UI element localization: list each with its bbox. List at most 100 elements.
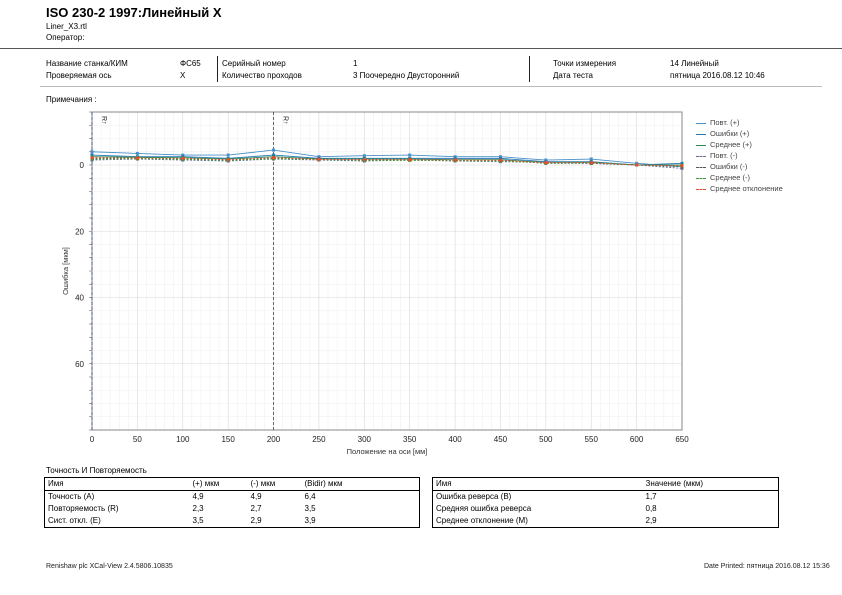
table1-title: Точность И Повторяемость xyxy=(46,466,147,475)
series-point xyxy=(226,153,230,157)
legend-swatch xyxy=(696,177,706,179)
series-point xyxy=(589,161,593,165)
series-point xyxy=(498,158,502,162)
legend-label: Среднее отклонение xyxy=(710,184,783,193)
notes-label: Примечания : xyxy=(46,95,97,104)
table-cell: Повторяемость (R) xyxy=(48,504,119,513)
chart-series xyxy=(90,148,684,170)
x-tick-label: 150 xyxy=(221,435,235,444)
series-point xyxy=(589,157,593,161)
serial-value: 1 xyxy=(353,59,358,68)
y-tick-label: 0 xyxy=(80,161,85,170)
table-header-cell: Имя xyxy=(432,477,643,491)
table-cell: 4,9 xyxy=(250,492,262,501)
runs-value: 3 Поочередно Двусторонний xyxy=(353,71,460,80)
y-tick-label: 20 xyxy=(75,227,84,236)
series-point xyxy=(181,153,185,157)
table-header-cell: Имя xyxy=(44,477,190,491)
series-point xyxy=(272,156,276,160)
table-header-cell: Значение (мкм) xyxy=(642,477,779,491)
legend-item: Повт. (+) xyxy=(696,118,740,127)
legend-swatch xyxy=(696,122,706,124)
points-value: 14 Линейный xyxy=(670,59,719,68)
legend-swatch xyxy=(696,188,706,190)
series-line xyxy=(91,157,683,167)
table-row: Ошибка реверса (B) 1,7 xyxy=(433,491,779,504)
table-cell: 3,5 xyxy=(192,516,204,525)
table-header-cell: (Bidir) мкм xyxy=(301,477,420,491)
footer-software: Renishaw plc XCal-View 2.4.5806.10835 xyxy=(46,563,173,570)
series-point xyxy=(90,150,94,154)
chart-markers: R↑ R↑ xyxy=(91,112,289,430)
y-axis-label: Ошибка [мкм] xyxy=(61,247,70,295)
legend-label: Ошибки (+) xyxy=(710,129,750,138)
table-cell: 1,7 xyxy=(645,492,657,501)
table-cell: 2,7 xyxy=(250,504,262,513)
date-value: пятница 2016.08.12 10:46 xyxy=(670,71,765,80)
info-divider xyxy=(40,86,822,87)
table-header-row: Имя Значение (мкм) xyxy=(432,477,779,491)
footer-date-printed: Date Printed: пятница 2016.08.12 15:36 xyxy=(704,563,830,570)
table-row: Среднее отклонение (M) 2,9 xyxy=(433,515,779,528)
x-tick-label: 50 xyxy=(133,435,142,444)
series-point xyxy=(90,153,94,157)
table-row: Точность (A) 4,9 4,9 6,4 xyxy=(45,491,420,504)
info-separator-1 xyxy=(217,56,218,82)
series-point xyxy=(362,154,366,158)
file-name: Liner_X3.rtl xyxy=(46,22,87,31)
x-tick-label: 450 xyxy=(494,435,508,444)
series-point xyxy=(544,161,548,165)
series-point xyxy=(317,155,321,159)
x-tick-label: 100 xyxy=(176,435,190,444)
table-row: Средняя ошибка реверса 0,8 xyxy=(433,503,779,515)
table-cell: 3,9 xyxy=(304,516,316,525)
series-point xyxy=(680,166,684,170)
x-tick-label: 500 xyxy=(539,435,553,444)
legend-label: Среднее (+) xyxy=(710,140,752,149)
table-cell: 2,3 xyxy=(192,504,204,513)
series-point xyxy=(498,155,502,159)
table-row: Сист. откл. (E) 3,5 2,9 3,9 xyxy=(45,515,420,528)
series-point xyxy=(680,161,684,165)
date-label: Дата теста xyxy=(553,71,593,80)
reference-marker-label: R↑ xyxy=(282,116,289,125)
table-cell: 2,9 xyxy=(645,516,657,525)
serial-label: Серийный номер xyxy=(222,59,286,68)
series-point xyxy=(135,156,139,160)
series-point xyxy=(135,151,139,155)
series-point xyxy=(272,153,276,157)
table-header-row: Имя (+) мкм (-) мкм (Bidir) мкм xyxy=(44,477,420,491)
error-chart: R↑ R↑ 0 50 100 150 200 250 300 350 400 450 500 550 60… xyxy=(61,111,689,456)
y-tick-labels: 0 20 40 60 xyxy=(75,161,84,369)
machine-value: ФС65 xyxy=(180,59,201,68)
legend-item: Повт. (-) xyxy=(696,151,738,160)
legend-swatch xyxy=(696,155,706,157)
plot-area-border xyxy=(91,111,683,431)
operator-label: Оператор: xyxy=(46,33,85,42)
series-point xyxy=(181,156,185,160)
reversal-table: Имя Значение (мкм) Ошибка реверса (B) 1,7 Ср… xyxy=(432,477,779,528)
legend-swatch xyxy=(696,133,706,135)
table-cell: Ошибка реверса (B) xyxy=(436,492,512,501)
x-tick-label: 550 xyxy=(585,435,599,444)
series-point xyxy=(90,156,94,160)
table-cell: 3,5 xyxy=(304,504,316,513)
y-tick-label: 40 xyxy=(75,294,84,303)
table-cell: 4,9 xyxy=(192,492,204,501)
runs-label: Количество проходов xyxy=(222,71,302,80)
series-point xyxy=(226,158,230,162)
legend-item: Среднее (-) xyxy=(696,173,750,182)
x-tick-label: 350 xyxy=(403,435,417,444)
legend-item: Ошибки (-) xyxy=(696,162,747,171)
legend-item: Среднее (+) xyxy=(696,140,752,149)
table-cell: Точность (A) xyxy=(48,492,95,501)
machine-label: Название станка/КИМ xyxy=(46,59,128,68)
points-label: Точки измерения xyxy=(553,59,617,68)
legend-swatch xyxy=(696,166,706,168)
report-title: ISO 230-2 1997:Линейный X xyxy=(46,5,222,20)
series-point xyxy=(362,158,366,162)
table-cell: Средняя ошибка реверса xyxy=(436,504,532,513)
y-tick-label: 60 xyxy=(75,360,84,369)
x-tick-label: 650 xyxy=(675,435,689,444)
x-tick-labels: 0 50 100 150 200 250 300 350 400 450 500 550 600 650 xyxy=(90,435,689,444)
